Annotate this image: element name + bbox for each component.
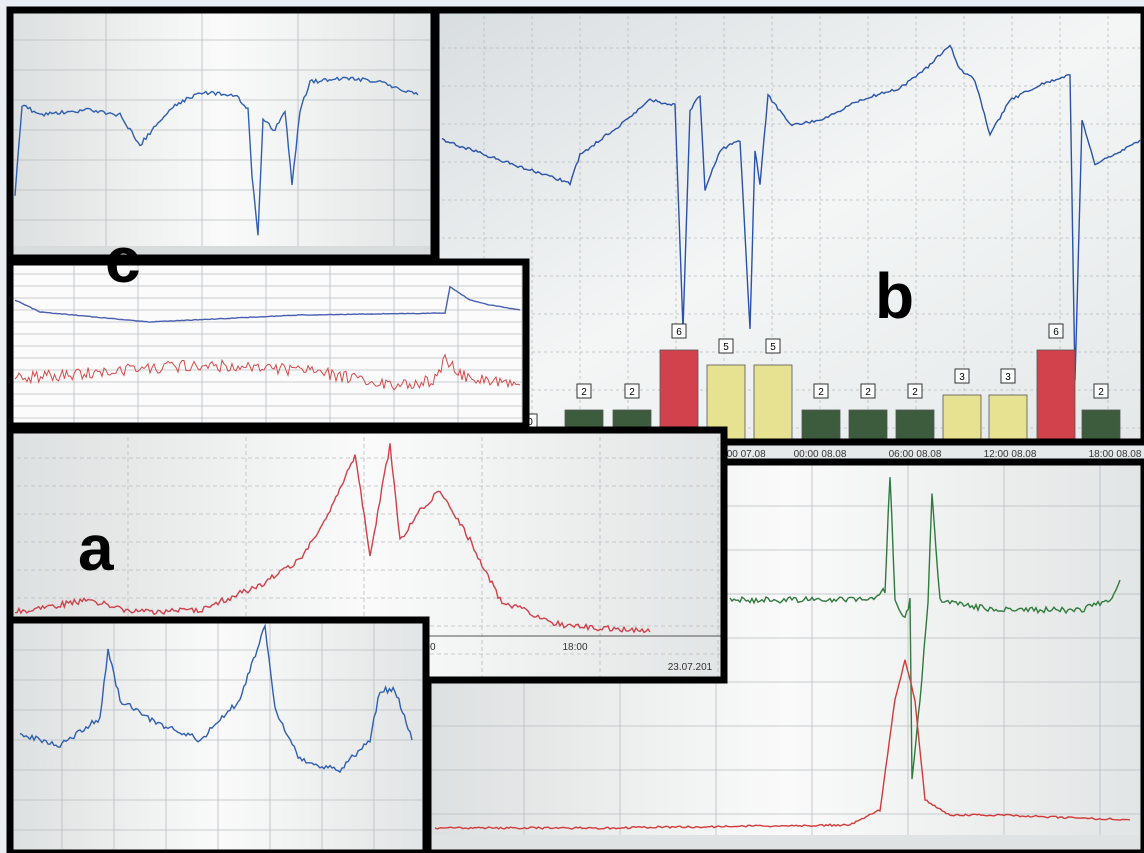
panel-c-top	[10, 10, 434, 258]
date-label: 23.07.201	[668, 662, 713, 673]
bar-label: 6	[1053, 327, 1059, 338]
panel-c-lower	[10, 262, 526, 426]
bar-label: 2	[1098, 387, 1104, 398]
bar-label: 2	[818, 387, 824, 398]
bar	[896, 410, 934, 440]
bar	[943, 395, 981, 440]
bar	[754, 365, 792, 440]
collage: 02265522233628:00 07.0800:00 08.0806:00 …	[0, 0, 1144, 853]
bar-label: 2	[912, 387, 918, 398]
panel-letter: c	[105, 224, 141, 296]
bar-label: 6	[676, 327, 682, 338]
bar	[802, 410, 840, 440]
bar-label: 3	[1005, 372, 1011, 383]
bar	[1037, 350, 1075, 440]
panel-blue	[10, 620, 426, 853]
bar-label: 5	[770, 342, 776, 353]
time-label: 00:00 08.08	[794, 449, 847, 460]
bar-label: 2	[629, 387, 635, 398]
panel-bg	[10, 262, 526, 426]
bar-label: 2	[581, 387, 587, 398]
panel-bg	[10, 10, 434, 258]
panel-letter: a	[78, 512, 114, 584]
bar-label: 2	[865, 387, 871, 398]
page: 02265522233628:00 07.0800:00 08.0806:00 …	[0, 0, 1144, 853]
time-label: 18:00 08.08	[1089, 449, 1142, 460]
time-label: 12:00 08.08	[984, 449, 1037, 460]
bar-label: 3	[959, 372, 965, 383]
time-label: 06:00 08.08	[889, 449, 942, 460]
bar	[1082, 410, 1120, 440]
bar	[849, 410, 887, 440]
bar	[989, 395, 1027, 440]
panel-letter: b	[875, 260, 914, 332]
bar-label: 5	[723, 342, 729, 353]
time-label: 18:00	[562, 642, 587, 653]
